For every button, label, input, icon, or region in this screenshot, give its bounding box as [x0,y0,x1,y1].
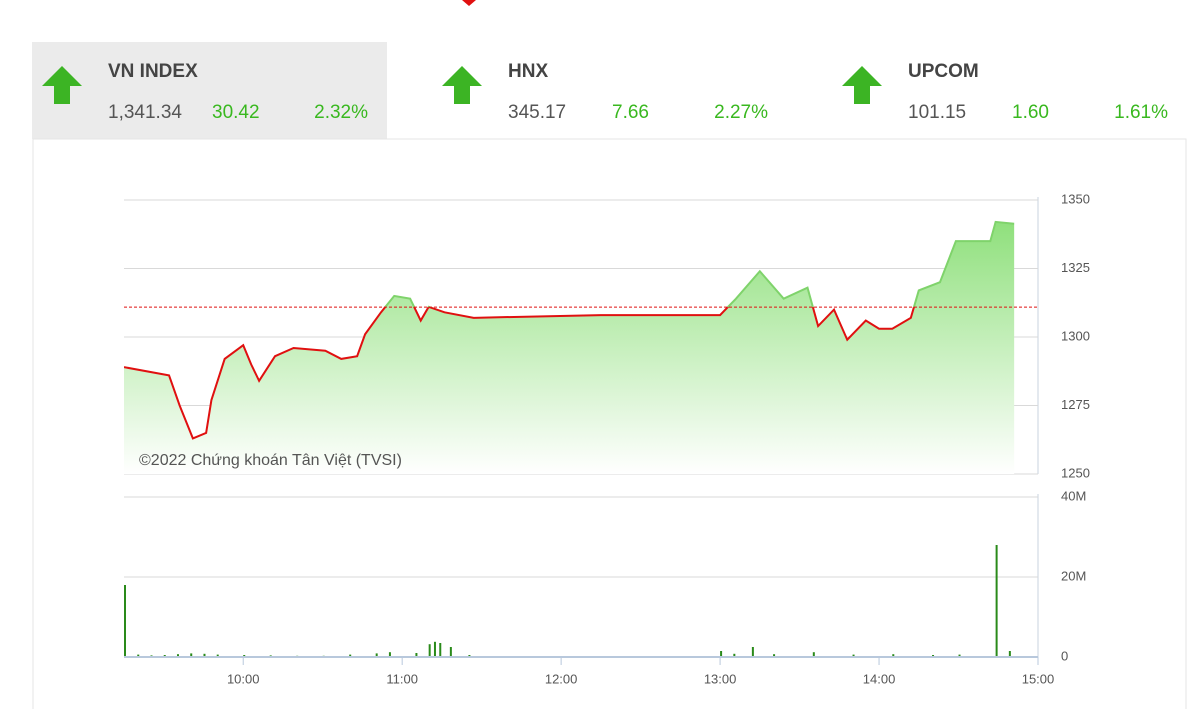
volume-bar [216,654,219,657]
volume-bar [375,653,378,657]
volume-bar [733,653,736,657]
index-change: 7.66 [612,102,649,123]
x-tick-label: 14:00 [863,671,896,686]
marker [462,0,476,6]
volume-bar [190,653,193,657]
x-tick-label: 15:00 [1022,671,1055,686]
index-percent: 1.61% [1114,102,1168,123]
y-tick-label: 40M [1061,488,1086,503]
active-tab-bg [32,42,387,139]
x-tick-label: 13:00 [704,671,737,686]
x-tick-label: 12:00 [545,671,578,686]
volume-bar [439,643,442,657]
price-area [124,221,1015,474]
volume-bar [388,652,391,657]
index-card[interactable]: VN INDEX 1,341.34 30.42 2.32% [42,61,368,123]
volume-bar [958,654,961,657]
y-tick-label: 1325 [1061,260,1090,275]
y-tick-label: 1300 [1061,328,1090,343]
volume-bar [137,654,140,657]
volume-bar [852,654,855,657]
index-name: HNX [508,61,548,82]
volume-bar [415,653,418,657]
x-tick-label: 10:00 [227,671,260,686]
volume-bar [349,654,352,657]
volume-bar [124,585,126,657]
price-line [124,307,915,440]
volume-bar [1008,651,1011,657]
x-tick-label: 11:00 [386,671,418,686]
up-arrow [842,66,882,104]
volume-bar [203,653,206,657]
volume-bar [720,651,723,657]
up-arrow [42,66,82,104]
volume-bar [176,654,179,657]
volume-bar [892,654,895,657]
index-value: 345.17 [508,102,566,123]
index-card[interactable]: UPCOM 101.15 1.60 1.61% [842,61,1168,123]
y-tick-label: 1250 [1061,465,1090,480]
index-change: 30.42 [212,102,260,123]
y-tick-label: 1350 [1061,191,1090,206]
y-tick-label: 0 [1061,648,1068,663]
index-change: 1.60 [1012,102,1049,123]
volume-bar [428,644,431,657]
volume-bar [773,654,776,657]
volume-bar [449,647,452,657]
index-name: UPCOM [908,61,979,82]
copyright: ©2022 Chứng khoán Tân Việt (TVSI) [139,452,402,469]
volume-bar [995,545,998,657]
volume-bar [751,647,754,657]
y-tick-label: 1275 [1061,397,1090,412]
volume-bar [812,652,815,657]
index-percent: 2.32% [314,102,368,123]
index-name: VN INDEX [108,61,198,82]
volume-bar [433,641,436,657]
index-percent: 2.27% [714,102,768,123]
index-value: 101.15 [908,102,966,123]
index-value: 1,341.34 [108,102,182,123]
up-arrow [442,66,482,104]
y-tick-label: 20M [1061,568,1086,583]
index-card[interactable]: HNX 345.17 7.66 2.27% [442,61,768,123]
